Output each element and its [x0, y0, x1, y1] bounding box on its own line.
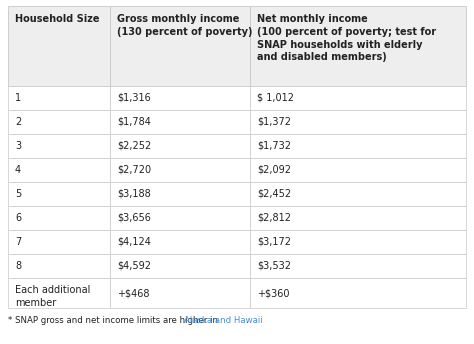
Bar [250, 158, 466, 182]
Bar [110, 6, 250, 86]
Text: Net monthly income
(100 percent of poverty; test for
SNAP households with elderl: Net monthly income (100 percent of pover… [257, 14, 436, 62]
Text: $3,656: $3,656 [117, 213, 151, 223]
Text: $1,732: $1,732 [257, 141, 291, 151]
Bar [110, 86, 250, 110]
Bar [250, 278, 466, 308]
Text: 8: 8 [15, 261, 21, 271]
Text: $2,252: $2,252 [117, 141, 151, 151]
Text: $2,720: $2,720 [117, 165, 151, 175]
Text: $3,188: $3,188 [117, 189, 151, 199]
Text: $4,124: $4,124 [117, 237, 151, 247]
Bar [110, 206, 250, 230]
Text: $ 1,012: $ 1,012 [257, 93, 294, 103]
Text: $3,172: $3,172 [257, 237, 291, 247]
Text: +$468: +$468 [117, 288, 149, 298]
Text: $2,812: $2,812 [257, 213, 291, 223]
Bar [110, 110, 250, 134]
Text: 5: 5 [15, 189, 21, 199]
Bar [8, 254, 110, 278]
Bar [8, 86, 110, 110]
Text: * SNAP gross and net income limits are higher in: * SNAP gross and net income limits are h… [8, 316, 221, 325]
Text: $4,592: $4,592 [117, 261, 151, 271]
Bar [250, 110, 466, 134]
Bar [8, 278, 110, 308]
Bar [8, 230, 110, 254]
Bar [110, 134, 250, 158]
Text: 3: 3 [15, 141, 21, 151]
Bar [8, 206, 110, 230]
Text: $3,532: $3,532 [257, 261, 291, 271]
Text: 4: 4 [15, 165, 21, 175]
Bar [110, 278, 250, 308]
Bar [250, 6, 466, 86]
Text: Gross monthly income
(130 percent of poverty): Gross monthly income (130 percent of pov… [117, 14, 253, 37]
Bar [250, 86, 466, 110]
Bar [8, 6, 110, 86]
Text: 7: 7 [15, 237, 21, 247]
Bar [250, 230, 466, 254]
Bar [110, 182, 250, 206]
Text: $1,784: $1,784 [117, 117, 151, 127]
Bar [250, 134, 466, 158]
Bar [8, 158, 110, 182]
Text: 2: 2 [15, 117, 21, 127]
Text: Alaska and Hawaii: Alaska and Hawaii [184, 316, 263, 325]
Text: .: . [246, 316, 248, 325]
Bar [250, 182, 466, 206]
Text: Household Size: Household Size [15, 14, 100, 24]
Bar [250, 206, 466, 230]
Text: $1,316: $1,316 [117, 93, 151, 103]
Text: $2,092: $2,092 [257, 165, 291, 175]
Bar [110, 254, 250, 278]
Text: $1,372: $1,372 [257, 117, 291, 127]
Text: 1: 1 [15, 93, 21, 103]
Bar [8, 134, 110, 158]
Bar [110, 230, 250, 254]
Text: 6: 6 [15, 213, 21, 223]
Text: +$360: +$360 [257, 288, 290, 298]
Bar [8, 110, 110, 134]
Bar [110, 158, 250, 182]
Bar [8, 182, 110, 206]
Text: Each additional
member: Each additional member [15, 285, 91, 308]
Text: $2,452: $2,452 [257, 189, 291, 199]
Bar [250, 254, 466, 278]
